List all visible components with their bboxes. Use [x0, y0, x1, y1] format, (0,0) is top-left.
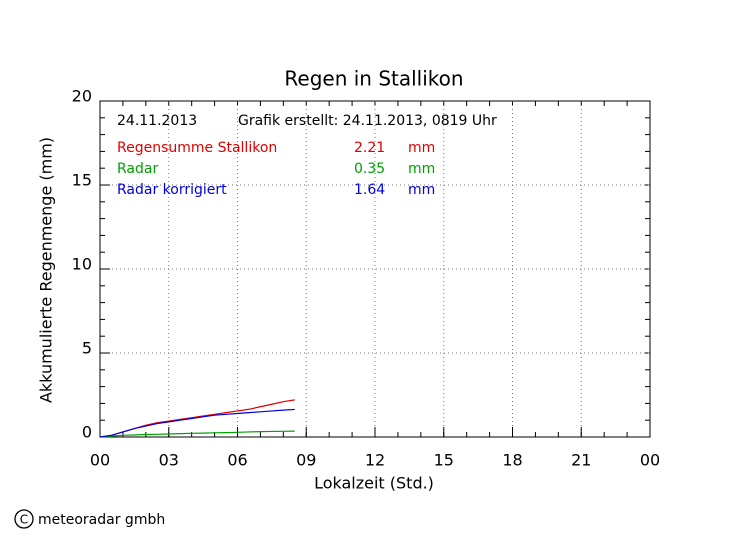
- copyright-c: C: [20, 513, 28, 527]
- chart-title: Regen in Stallikon: [284, 67, 463, 91]
- y-tick-label: 0: [82, 423, 92, 442]
- x-tick-label: 18: [502, 451, 522, 470]
- x-tick-label: 12: [365, 451, 385, 470]
- y-tick-label: 10: [72, 255, 92, 274]
- x-tick-label: 00: [640, 451, 660, 470]
- legend-unit: mm: [408, 140, 435, 156]
- x-axis-label: Lokalzeit (Std.): [314, 474, 434, 493]
- y-axis-label: Akkumulierte Regenmenge (mm): [37, 137, 56, 403]
- plot-frame: [99, 100, 651, 438]
- y-tick-label: 5: [82, 339, 92, 358]
- created: Grafik erstellt: 24.11.2013, 0819 Uhr: [238, 113, 497, 129]
- legend-unit: mm: [408, 161, 435, 177]
- legend-name: Radar: [117, 161, 158, 177]
- x-tick-label: 21: [571, 451, 591, 470]
- legend-total: 0.35: [354, 161, 385, 177]
- series-line: [99, 408, 295, 438]
- footer: meteoradar gmbh: [38, 512, 165, 528]
- date: 24.11.2013: [117, 113, 197, 129]
- x-tick-label: 03: [159, 451, 179, 470]
- legend-name: Radar korrigiert: [117, 182, 227, 198]
- y-tick-label: 20: [72, 87, 92, 106]
- x-tick-label: 09: [296, 451, 316, 470]
- legend-name: Regensumme Stallikon: [117, 140, 277, 156]
- legend-unit: mm: [408, 182, 435, 198]
- x-tick-label: 00: [90, 451, 110, 470]
- legend-total: 1.64: [354, 182, 385, 198]
- x-tick-label: 06: [227, 451, 247, 470]
- x-tick-label: 15: [434, 451, 454, 470]
- copyright-circle: [14, 509, 34, 529]
- y-tick-label: 15: [72, 171, 92, 190]
- legend-total: 2.21: [354, 140, 385, 156]
- series-line: [99, 430, 295, 438]
